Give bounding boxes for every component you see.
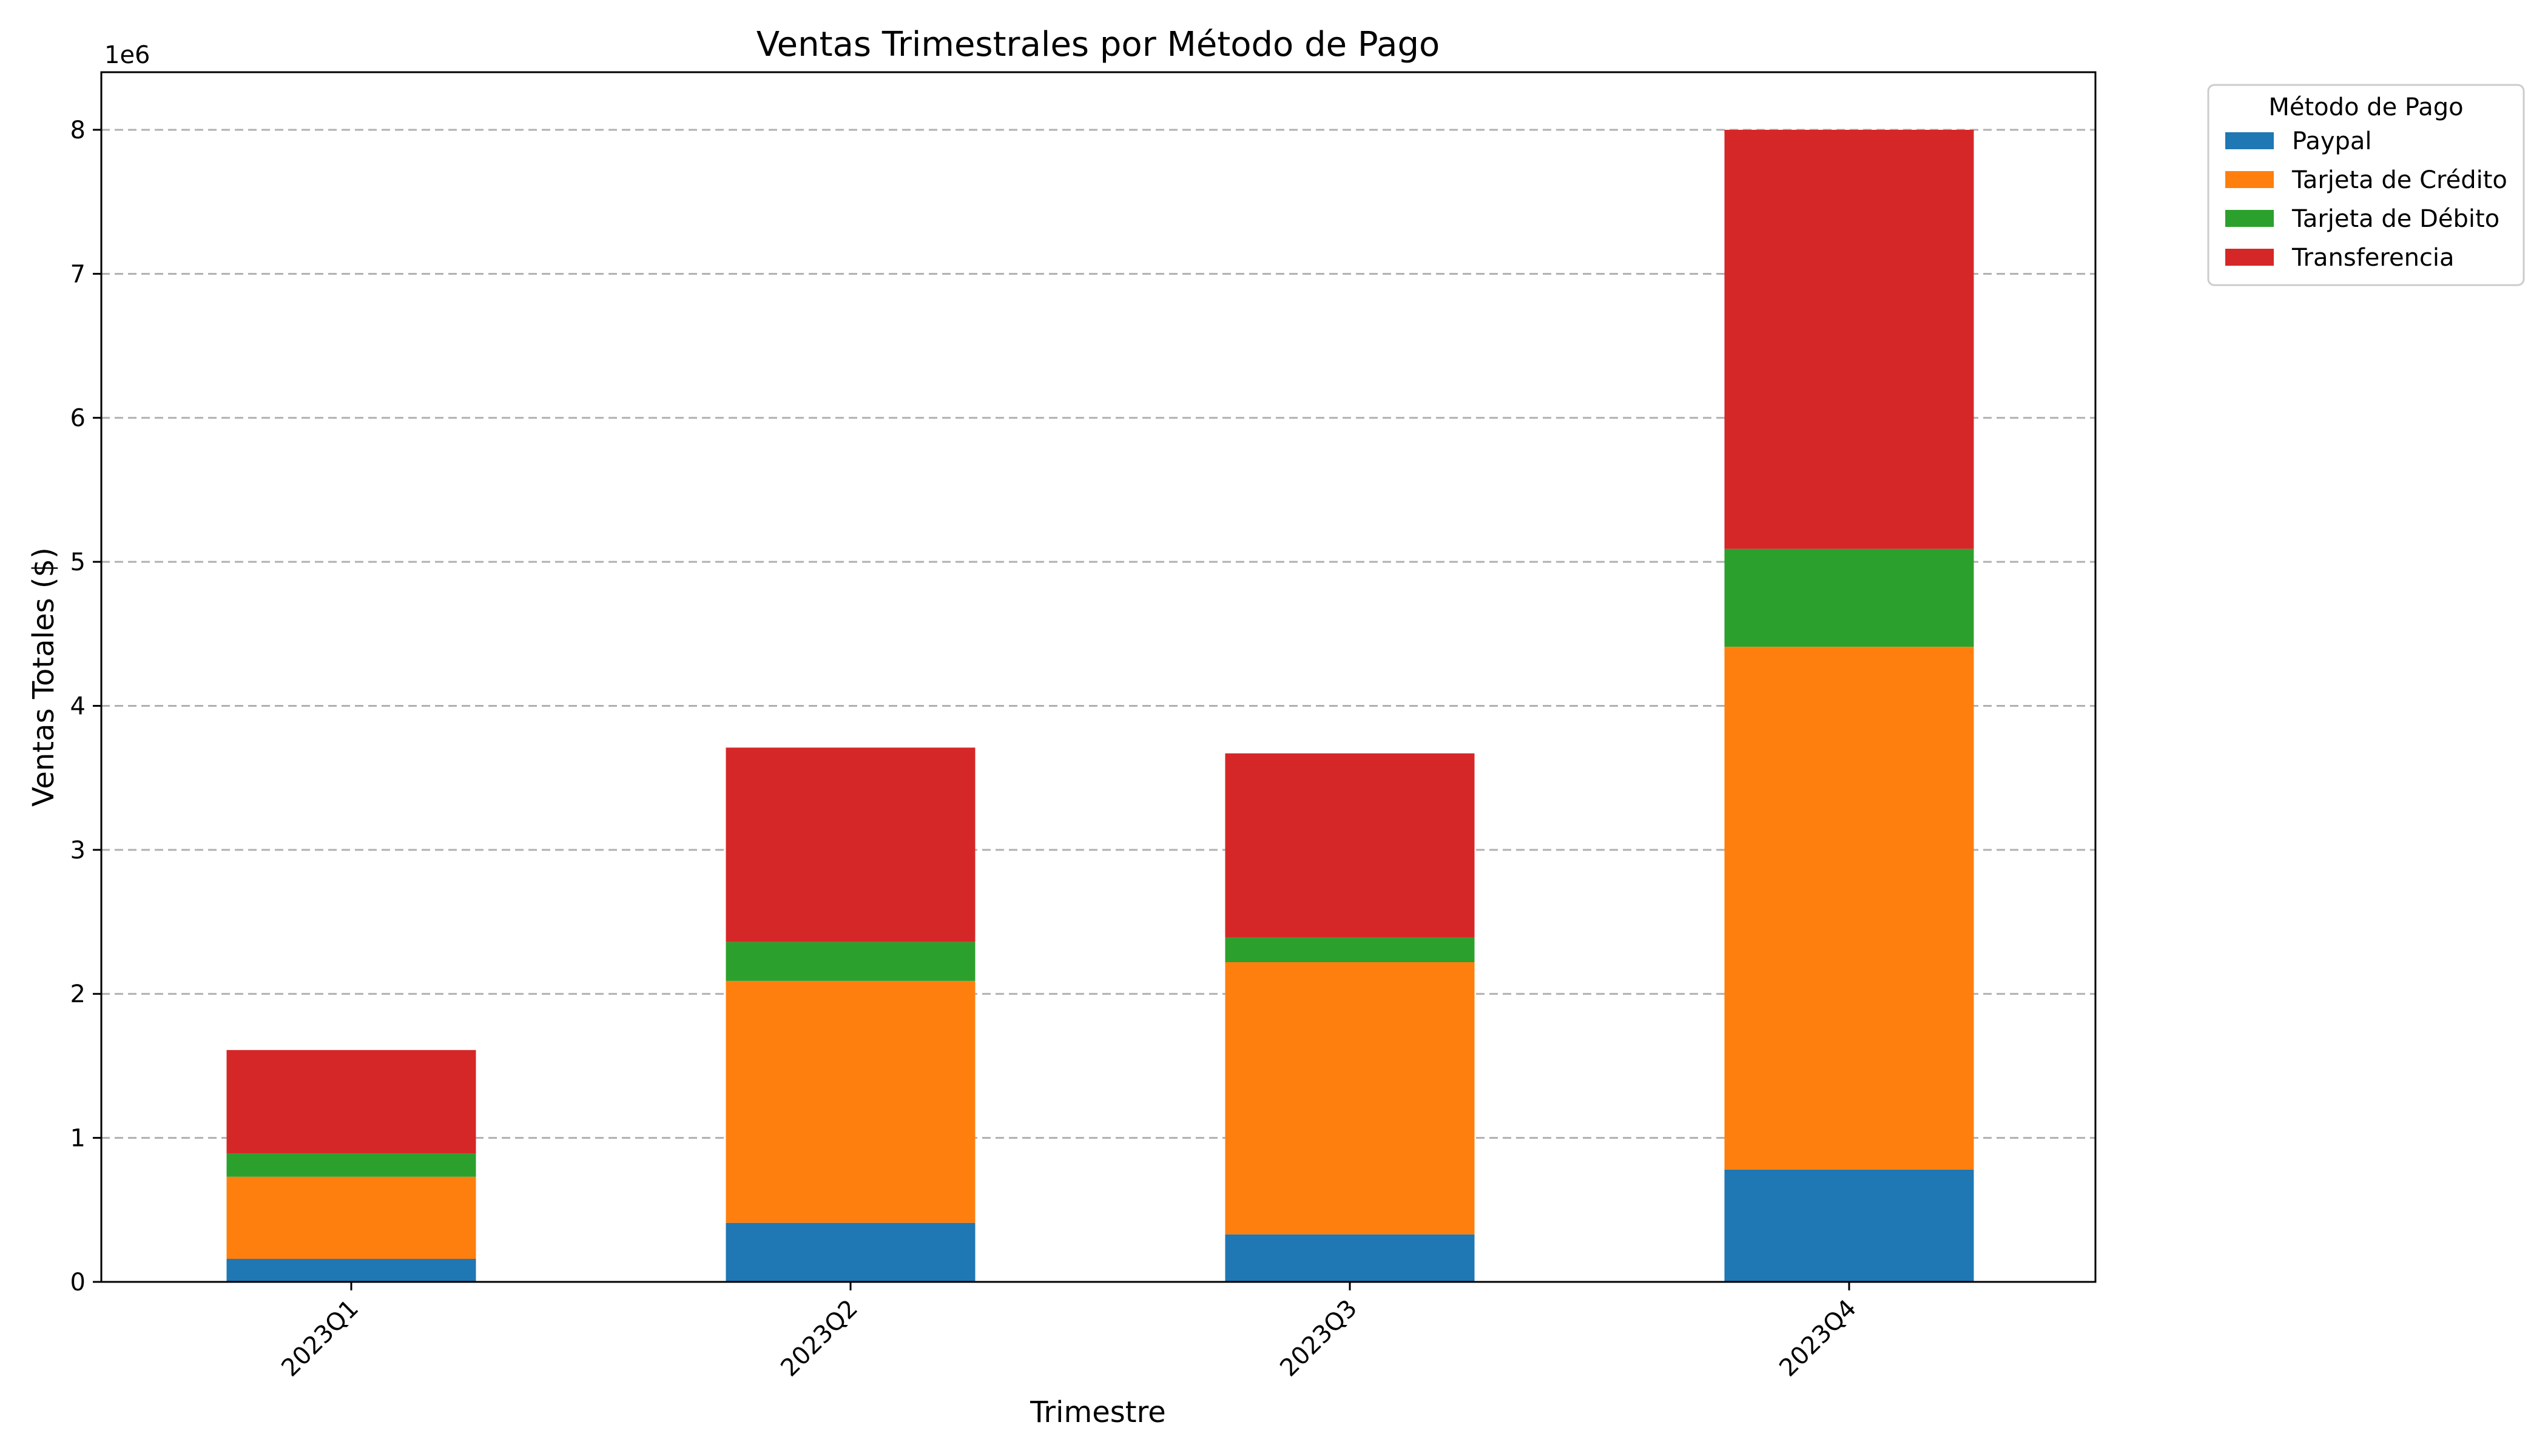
bars	[226, 129, 1974, 1282]
bar-segment	[1724, 129, 1974, 549]
y-tick-label: 2	[70, 980, 86, 1008]
bar-segment	[1225, 1234, 1475, 1282]
y-axis-ticks: 0 1 2 3 4 5 6 7 8	[70, 116, 101, 1296]
legend-entry: Paypal	[2292, 127, 2372, 155]
bar-segment	[1724, 1169, 1974, 1282]
legend-swatch	[2225, 210, 2274, 227]
x-tick-label: 2023Q2	[775, 1295, 863, 1383]
bar-segment	[1724, 647, 1974, 1170]
bar-segment	[726, 1222, 976, 1282]
legend-entry: Transferencia	[2291, 244, 2455, 272]
y-tick-label: 7	[70, 260, 86, 288]
legend-swatch	[2225, 249, 2274, 266]
y-tick-label: 0	[70, 1269, 86, 1296]
bar-segment	[726, 747, 976, 942]
y-tick-label: 6	[70, 405, 86, 433]
y-tick-label: 3	[70, 837, 86, 864]
bar-segment	[1225, 962, 1475, 1235]
x-axis-ticks: 2023Q1 2023Q2 2023Q3 2023Q4	[276, 1282, 1862, 1382]
x-tick-label: 2023Q1	[276, 1295, 364, 1383]
x-tick-label: 2023Q3	[1275, 1295, 1363, 1383]
y-scale-label: 1e6	[104, 41, 150, 69]
y-tick-label: 8	[70, 116, 86, 144]
plot-frame	[100, 71, 2097, 1283]
bar-segment	[1225, 937, 1475, 963]
legend: Método de Pago Paypal Tarjeta de Crédito T…	[2207, 84, 2525, 286]
x-tick-label: 2023Q4	[1774, 1295, 1862, 1383]
legend-swatch	[2225, 132, 2274, 149]
bar-segment	[226, 1176, 476, 1259]
bar-segment	[726, 980, 976, 1223]
bar-segment	[726, 942, 976, 981]
x-axis-label: Trimestre	[1030, 1395, 1166, 1429]
y-axis-label: Ventas Totales ($)	[27, 547, 61, 806]
y-tick-label: 1	[70, 1125, 86, 1153]
chart-title: Ventas Trimestrales por Método de Pago	[757, 25, 1440, 64]
bar-segment	[1724, 548, 1974, 647]
legend-swatch	[2225, 171, 2274, 188]
bar-segment	[226, 1259, 476, 1282]
legend-title: Método de Pago	[2268, 93, 2463, 121]
legend-box	[2207, 84, 2525, 286]
legend-items: Paypal Tarjeta de Crédito Tarjeta de Débit…	[2225, 127, 2507, 272]
bar-segment	[1225, 753, 1475, 938]
bar-segment	[226, 1153, 476, 1177]
legend-entry: Tarjeta de Crédito	[2291, 166, 2507, 194]
legend-entry: Tarjeta de Débito	[2291, 205, 2499, 233]
bar-segment	[226, 1050, 476, 1154]
y-tick-label: 5	[70, 548, 86, 576]
y-tick-label: 4	[70, 692, 86, 720]
